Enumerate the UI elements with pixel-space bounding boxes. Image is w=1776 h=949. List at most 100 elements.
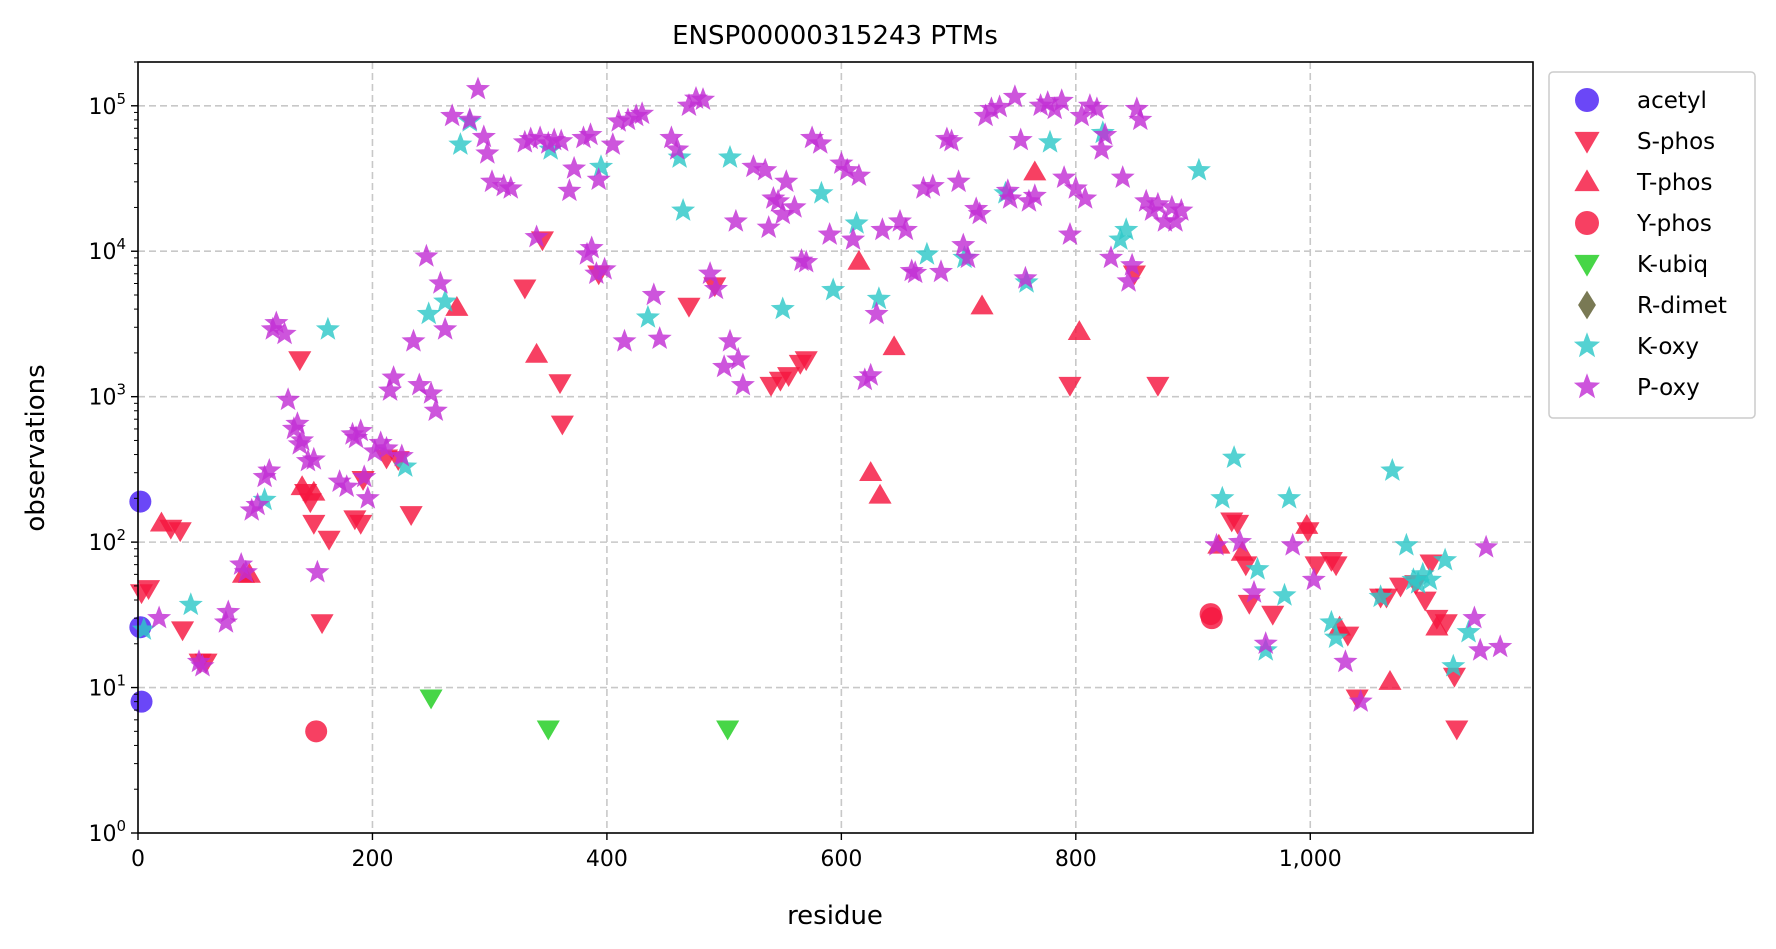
data-point (305, 559, 330, 583)
x-tick-label: 600 (820, 847, 862, 872)
data-point (480, 169, 505, 193)
data-point (1028, 93, 1053, 116)
data-point (302, 514, 326, 535)
data-point (1057, 222, 1082, 245)
data-point (1388, 577, 1413, 598)
data-point (911, 175, 936, 199)
data-point (245, 492, 270, 516)
data-point (1159, 194, 1184, 218)
data-point (1042, 96, 1067, 120)
data-point (348, 418, 373, 442)
data-point (1163, 208, 1188, 232)
data-point (1272, 582, 1297, 606)
data-point (168, 522, 192, 543)
data-point (882, 335, 906, 356)
data-point (858, 362, 883, 386)
data-points (129, 76, 1513, 743)
data-point (457, 107, 482, 131)
legend-label-S-phos: S-phos (1637, 129, 1715, 155)
legend-label-P-oxy: P-oxy (1637, 375, 1700, 401)
data-point (1134, 188, 1159, 212)
data-point (1394, 532, 1419, 556)
legend-label-acetyl: acetyl (1637, 88, 1707, 114)
y-tick-label: 105 (88, 90, 126, 120)
data-point (549, 128, 574, 152)
data-point (600, 132, 625, 155)
data-point (471, 124, 496, 148)
data-point (870, 217, 895, 241)
data-point (718, 328, 742, 352)
data-point (1120, 252, 1145, 276)
data-point (512, 129, 537, 153)
data-point (290, 475, 314, 496)
data-point (716, 720, 740, 741)
data-point (641, 282, 666, 306)
data-point (998, 186, 1023, 209)
data-point (1445, 720, 1469, 741)
data-point (368, 430, 393, 454)
data-point (301, 446, 326, 470)
legend-marker-K-ubiq (1574, 254, 1600, 277)
data-point (1099, 245, 1123, 269)
data-point (929, 259, 953, 283)
data-point (1401, 567, 1426, 591)
data-point (1084, 96, 1109, 120)
data-point (528, 125, 553, 149)
data-point (723, 208, 748, 232)
data-point (794, 351, 818, 372)
data-point (389, 443, 414, 467)
y-tick-label: 102 (88, 526, 126, 556)
data-point (1333, 649, 1358, 673)
data-point (756, 215, 781, 238)
data-point (1419, 554, 1443, 575)
data-point (847, 249, 871, 270)
data-point (317, 530, 341, 551)
data-point (1413, 591, 1437, 612)
data-point (1052, 165, 1077, 188)
data-point (829, 151, 854, 174)
data-point (844, 210, 869, 234)
data-point (550, 415, 574, 436)
data-point (229, 552, 254, 575)
data-point (276, 387, 301, 411)
data-point (1169, 198, 1194, 221)
data-point (774, 169, 799, 193)
data-point (703, 276, 728, 300)
data-point (1230, 540, 1254, 561)
data-point (1063, 175, 1088, 199)
data-point (264, 310, 289, 334)
data-point (548, 374, 572, 395)
data-point (381, 365, 406, 388)
data-point (536, 720, 560, 741)
data-point (995, 178, 1020, 202)
data-point (809, 180, 834, 204)
data-point (433, 316, 458, 340)
data-point (401, 328, 426, 352)
data-point (1035, 90, 1060, 113)
data-point (524, 224, 549, 248)
y-axis-label: observations (21, 364, 51, 531)
data-point (340, 421, 365, 445)
data-point (137, 580, 161, 601)
data-point (677, 297, 701, 318)
data-point (1146, 376, 1170, 397)
data-point (1253, 637, 1278, 661)
data-point (1058, 376, 1082, 397)
data-point (726, 346, 751, 370)
data-point (868, 483, 892, 504)
data-point (1425, 615, 1449, 636)
data-point (691, 87, 716, 110)
data-point (513, 279, 537, 300)
data-point (562, 155, 587, 179)
data-point (465, 76, 490, 100)
data-point (1468, 637, 1493, 661)
data-point (1002, 84, 1027, 108)
series-K-oxy (131, 108, 1481, 677)
data-point (1023, 160, 1047, 181)
data-point (1242, 579, 1266, 603)
data-point (1380, 458, 1405, 481)
data-point (557, 178, 582, 202)
x-tick-label: 200 (351, 847, 393, 872)
legend-marker-S-phos (1574, 131, 1600, 154)
data-point (770, 201, 795, 225)
